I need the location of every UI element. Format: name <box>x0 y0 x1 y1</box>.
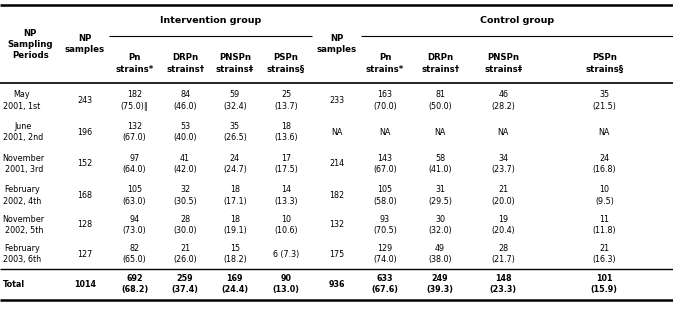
Text: NP
Sampling
Periods: NP Sampling Periods <box>7 28 53 60</box>
Text: 24
(16.8): 24 (16.8) <box>592 154 616 174</box>
Text: 182: 182 <box>329 191 344 200</box>
Text: 21
(20.0): 21 (20.0) <box>491 186 516 205</box>
Text: 214: 214 <box>329 159 344 168</box>
Text: 633
(67.6): 633 (67.6) <box>371 274 398 295</box>
Text: Intervention group: Intervention group <box>160 16 261 25</box>
Text: 168: 168 <box>77 191 92 200</box>
Text: 243: 243 <box>77 96 92 105</box>
Text: 18
(19.1): 18 (19.1) <box>223 215 247 235</box>
Text: 35
(26.5): 35 (26.5) <box>223 122 247 142</box>
Text: NA: NA <box>599 128 610 137</box>
Text: NP
samples: NP samples <box>65 34 105 54</box>
Text: 132
(67.0): 132 (67.0) <box>122 122 147 142</box>
Text: May
2001, 1st: May 2001, 1st <box>3 90 40 111</box>
Text: 21
(26.0): 21 (26.0) <box>173 244 197 264</box>
Text: Pn
strains*: Pn strains* <box>116 54 153 73</box>
Text: 936: 936 <box>328 280 345 289</box>
Text: 82
(65.0): 82 (65.0) <box>122 244 147 264</box>
Text: 6 (7.3): 6 (7.3) <box>273 249 299 259</box>
Text: 30
(32.0): 30 (32.0) <box>428 215 452 235</box>
Text: 53
(40.0): 53 (40.0) <box>173 122 197 142</box>
Text: 31
(29.5): 31 (29.5) <box>428 186 452 205</box>
Text: 46
(28.2): 46 (28.2) <box>491 90 516 111</box>
Text: 169
(24.4): 169 (24.4) <box>221 274 248 295</box>
Text: 21
(16.3): 21 (16.3) <box>592 244 616 264</box>
Text: 14
(13.3): 14 (13.3) <box>274 186 298 205</box>
Text: 152: 152 <box>77 159 92 168</box>
Text: 34
(23.7): 34 (23.7) <box>491 154 516 174</box>
Text: 90
(13.0): 90 (13.0) <box>273 274 299 295</box>
Text: 15
(18.2): 15 (18.2) <box>223 244 247 264</box>
Text: 35
(21.5): 35 (21.5) <box>592 90 616 111</box>
Text: 32
(30.5): 32 (30.5) <box>173 186 197 205</box>
Text: 127: 127 <box>77 249 92 259</box>
Text: 233: 233 <box>329 96 344 105</box>
Text: 132: 132 <box>329 220 344 229</box>
Text: 84
(46.0): 84 (46.0) <box>173 90 197 111</box>
Text: DRPn
strains†: DRPn strains† <box>166 54 204 73</box>
Text: 81
(50.0): 81 (50.0) <box>428 90 452 111</box>
Text: PNSPn
strains‡: PNSPn strains‡ <box>485 54 522 73</box>
Text: 692
(68.2): 692 (68.2) <box>121 274 148 295</box>
Text: 41
(42.0): 41 (42.0) <box>173 154 197 174</box>
Text: 18
(17.1): 18 (17.1) <box>223 186 247 205</box>
Text: 49
(38.0): 49 (38.0) <box>428 244 452 264</box>
Text: 97
(64.0): 97 (64.0) <box>122 154 147 174</box>
Text: 17
(17.5): 17 (17.5) <box>274 154 298 174</box>
Text: 28
(21.7): 28 (21.7) <box>491 244 516 264</box>
Text: 58
(41.0): 58 (41.0) <box>428 154 452 174</box>
Text: November
2002, 5th: November 2002, 5th <box>3 215 45 235</box>
Text: 129
(74.0): 129 (74.0) <box>373 244 397 264</box>
Text: 105
(63.0): 105 (63.0) <box>122 186 147 205</box>
Text: NA: NA <box>380 128 390 137</box>
Text: 11
(11.8): 11 (11.8) <box>592 215 616 235</box>
Text: 18
(13.6): 18 (13.6) <box>274 122 298 142</box>
Text: DRPn
strains†: DRPn strains† <box>421 54 459 73</box>
Text: 10
(10.6): 10 (10.6) <box>274 215 298 235</box>
Text: 24
(24.7): 24 (24.7) <box>223 154 247 174</box>
Text: Pn
strains*: Pn strains* <box>366 54 404 73</box>
Text: 105
(58.0): 105 (58.0) <box>373 186 397 205</box>
Text: 259
(37.4): 259 (37.4) <box>172 274 199 295</box>
Text: 93
(70.5): 93 (70.5) <box>373 215 397 235</box>
Text: 94
(73.0): 94 (73.0) <box>122 215 147 235</box>
Text: 163
(70.0): 163 (70.0) <box>373 90 397 111</box>
Text: November
2001, 3rd: November 2001, 3rd <box>3 154 45 174</box>
Text: 59
(32.4): 59 (32.4) <box>223 90 247 111</box>
Text: 196: 196 <box>77 128 92 137</box>
Text: 143
(67.0): 143 (67.0) <box>373 154 397 174</box>
Text: 1014: 1014 <box>74 280 96 289</box>
Text: 249
(39.3): 249 (39.3) <box>427 274 454 295</box>
Text: 175: 175 <box>329 249 344 259</box>
Text: PSPn
strains§: PSPn strains§ <box>267 54 305 73</box>
Text: 182
(75.0)‖: 182 (75.0)‖ <box>120 90 149 111</box>
Text: 101
(15.9): 101 (15.9) <box>591 274 618 295</box>
Text: NA: NA <box>435 128 446 137</box>
Text: 28
(30.0): 28 (30.0) <box>173 215 197 235</box>
Text: NP
samples: NP samples <box>316 34 357 54</box>
Text: PSPn
strains§: PSPn strains§ <box>586 54 623 73</box>
Text: 10
(9.5): 10 (9.5) <box>595 186 614 205</box>
Text: PNSPn
strains‡: PNSPn strains‡ <box>216 54 254 73</box>
Text: NA: NA <box>331 128 342 137</box>
Text: February
2003, 6th: February 2003, 6th <box>3 244 41 264</box>
Text: 25
(13.7): 25 (13.7) <box>274 90 298 111</box>
Text: Total: Total <box>3 280 25 289</box>
Text: February
2002, 4th: February 2002, 4th <box>3 186 41 205</box>
Text: 148
(23.3): 148 (23.3) <box>490 274 517 295</box>
Text: 128: 128 <box>77 220 92 229</box>
Text: June
2001, 2nd: June 2001, 2nd <box>3 122 43 142</box>
Text: NA: NA <box>498 128 509 137</box>
Text: Control group: Control group <box>480 16 554 25</box>
Text: 19
(20.4): 19 (20.4) <box>491 215 516 235</box>
